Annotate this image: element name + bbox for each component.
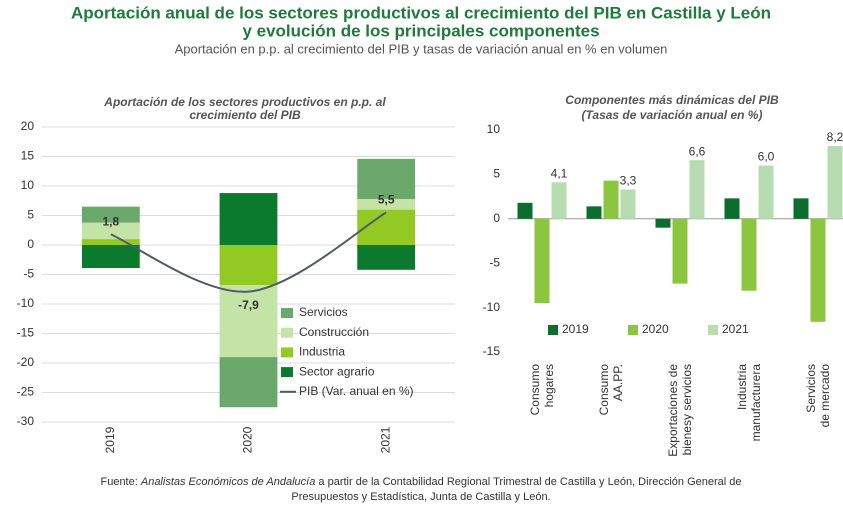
value-label: 5,5 [378, 193, 395, 207]
y-tick-label: -30 [17, 414, 35, 428]
chart-subtitle: (Tasas de variación anual en %) [582, 108, 763, 122]
legend-swatch [628, 325, 638, 335]
x-tick-label: bienesy servicios [680, 364, 694, 455]
x-tick-label: de mercado [818, 364, 832, 428]
legend-label: Servicios [299, 305, 348, 319]
x-tick-label: Industria [735, 364, 749, 410]
value-label: 3,3 [620, 174, 637, 188]
value-label: 8,2 [827, 130, 843, 144]
value-label: 6,0 [758, 150, 775, 164]
legend-swatch [281, 308, 293, 318]
bar [655, 218, 671, 228]
value-label: 1,8 [102, 215, 119, 229]
value-label: 6,6 [689, 144, 706, 158]
x-tick-label: 2019 [103, 426, 117, 453]
source-italic: Analistas Económicos de Andalucía [140, 476, 315, 488]
legend-swatch [281, 347, 293, 358]
bar [586, 206, 602, 219]
bar-segment [357, 209, 416, 245]
y-tick-label: -5 [489, 255, 500, 269]
bar-segment [357, 245, 416, 270]
y-tick-label: 5 [27, 208, 34, 222]
y-tick-label: 0 [27, 237, 34, 251]
line [110, 211, 387, 293]
x-tick-label: hogares [542, 364, 556, 407]
y-tick-label: -20 [17, 355, 35, 369]
bar-segment [81, 222, 140, 240]
bar [603, 180, 619, 219]
legend-label: 2021 [722, 322, 749, 336]
bar-segment [219, 245, 278, 286]
bar [689, 160, 705, 219]
y-tick-label: -5 [23, 267, 34, 281]
source-prefix: Fuente: [100, 476, 137, 488]
title: Aportación anual de los sectores product… [71, 3, 771, 22]
bar-segment [81, 239, 140, 245]
y-tick-label: -15 [483, 344, 501, 358]
bar [758, 165, 774, 219]
source: Presupuestos y Estadística, Junta de Cas… [291, 491, 550, 503]
legend-swatch [708, 325, 718, 335]
bar [724, 198, 740, 219]
title: y evolución de los principales component… [242, 21, 599, 40]
legend-label: PIB (Var. anual en %) [299, 384, 414, 398]
legend-swatch [281, 367, 293, 378]
y-tick-label: -25 [17, 385, 35, 399]
source: Fuente: Analistas Económicos de Andalucí… [100, 476, 741, 488]
x-tick-label: Consumo [597, 364, 611, 416]
bar-segment [81, 206, 140, 223]
bar-segment [357, 158, 416, 199]
y-tick-label: -10 [17, 296, 35, 310]
y-tick-label: -15 [17, 326, 35, 340]
y-tick-label: 10 [487, 122, 501, 136]
bar [672, 218, 688, 284]
bar [620, 189, 636, 219]
y-tick-label: 5 [493, 167, 500, 181]
bar [534, 218, 550, 304]
x-tick-label: AA.PP. [611, 364, 625, 401]
legend-label: Industria [299, 345, 345, 359]
y-tick-label: -10 [483, 300, 501, 314]
subtitle: Aportación en p.p. al crecimiento del PI… [175, 41, 668, 56]
chart-title: crecimiento del PIB [189, 108, 301, 122]
bar [827, 145, 843, 219]
legend-swatch [281, 327, 293, 338]
bar [517, 202, 533, 219]
legend-label: 2020 [642, 322, 669, 336]
bar [793, 198, 809, 219]
bar-segment [219, 357, 278, 408]
x-tick-label: 2021 [378, 426, 392, 453]
bar-segment [219, 285, 278, 358]
legend-label: Construcción [299, 325, 369, 339]
y-tick-label: 20 [21, 119, 35, 133]
x-tick-label: Exportaciones de [666, 364, 680, 457]
x-tick-label: manufacturera [749, 364, 763, 442]
x-tick-label: Consumo [528, 364, 542, 416]
source-text: a partir de la Contabilidad Regional Tri… [318, 476, 741, 488]
legend-label: 2019 [562, 322, 589, 336]
bar-segment [357, 198, 416, 210]
y-tick-label: 10 [21, 178, 35, 192]
value-label: 4,1 [551, 167, 568, 181]
y-tick-label: 0 [493, 211, 500, 225]
y-tick-label: 15 [21, 149, 35, 163]
bar [810, 218, 826, 322]
bar-segment [219, 193, 278, 245]
chart-title: Componentes más dinámicas del PIB [565, 93, 779, 107]
x-tick-label: 2020 [241, 426, 255, 453]
value-label: -7,9 [238, 298, 259, 312]
bar [551, 182, 567, 219]
bar-segment [81, 245, 140, 269]
chart-title: Aportación de los sectores productivos e… [103, 95, 386, 109]
bar [741, 218, 757, 291]
legend-swatch [548, 325, 558, 335]
legend-label: Sector agrario [299, 364, 375, 378]
x-tick-label: Servicios [804, 364, 818, 413]
